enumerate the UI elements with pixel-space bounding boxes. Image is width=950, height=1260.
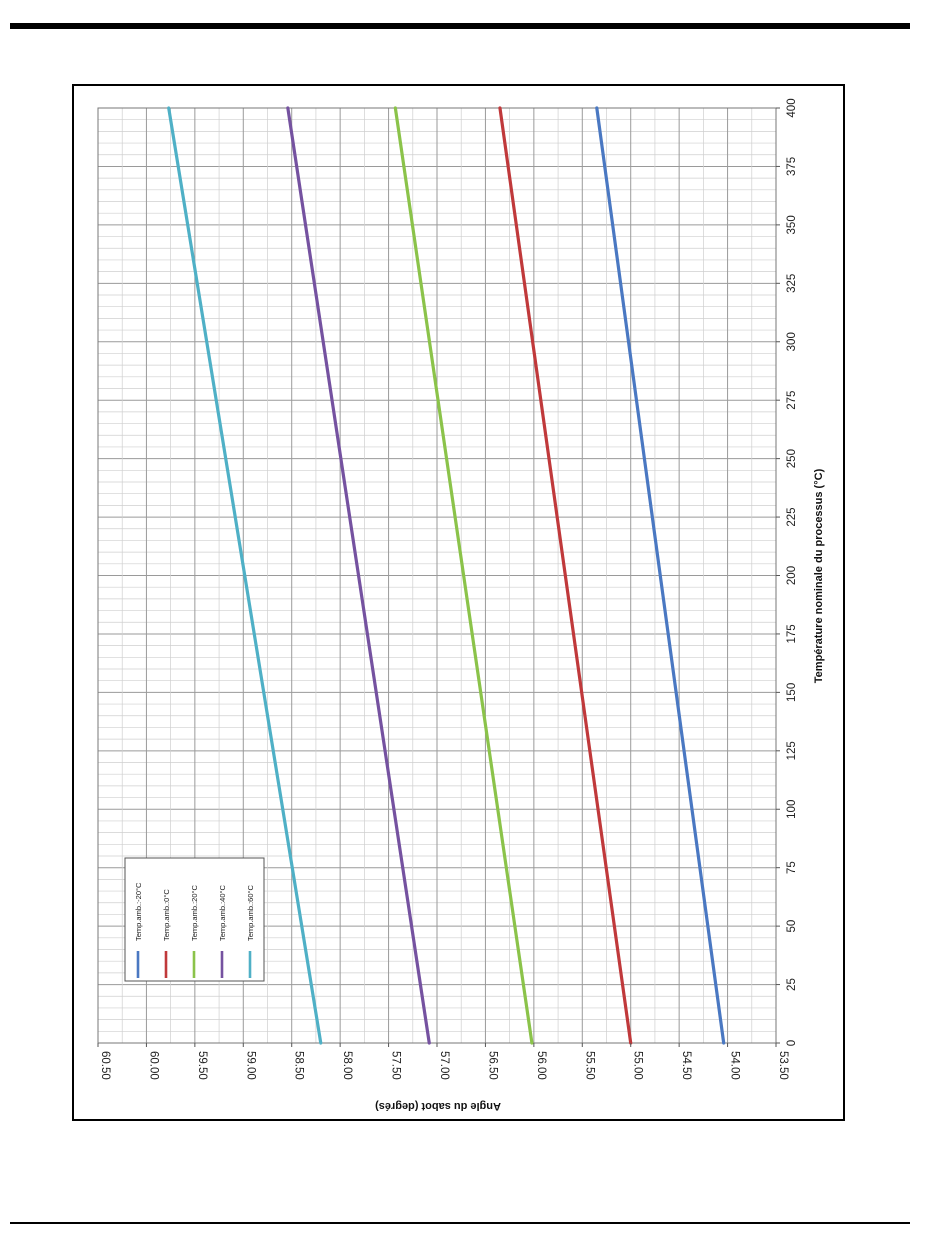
x-tick-label: 250 (786, 449, 798, 468)
x-tick-label: 150 (786, 683, 798, 702)
legend-label-1: Temp.amb.:-20°C (134, 882, 143, 941)
y-tick-label: 60.00 (147, 1051, 159, 1080)
series-line-2 (498, 106, 633, 1045)
legend-label-2: Temp.amb.:0°C (162, 889, 171, 941)
series-line-4 (286, 106, 431, 1045)
y-tick-label: 58.50 (293, 1051, 305, 1080)
y-axis-title: Angle du sabot (degrés) (375, 1100, 501, 1112)
chart-svg: 0 25 50 75 100 125 150 175 200 225 250 275 300 325 350… (97, 98, 825, 1112)
y-tick-label: 55.50 (583, 1051, 595, 1080)
legend: Temp.amb.:-20°C Temp.amb.:0°C Temp.amb.:20… (124, 857, 265, 982)
y-tick-label: 56.50 (486, 1051, 498, 1080)
y-tick-label: 57.50 (390, 1051, 402, 1080)
x-tick-label: 125 (786, 741, 798, 760)
y-tick-label: 53.50 (777, 1051, 789, 1080)
chart-frame: 0 25 50 75 100 125 150 175 200 225 250 275 300 325 350… (72, 84, 845, 1121)
x-axis-title: Température nominale du processus (°C) (813, 468, 825, 683)
x-tick-label: 275 (786, 391, 798, 410)
x-tick-label: 200 (786, 566, 798, 585)
x-tick-label: 100 (786, 800, 798, 819)
y-tick-label: 57.00 (438, 1051, 450, 1080)
y-tick-label: 55.00 (632, 1051, 644, 1080)
series-line-1 (595, 106, 726, 1045)
x-tick-label: 0 (786, 1040, 798, 1046)
bottom-rule (10, 1222, 910, 1224)
x-tick-label: 300 (786, 332, 798, 351)
series-layer (167, 106, 726, 1045)
y-tick-label: 58.00 (341, 1051, 353, 1080)
series-line-3 (393, 106, 534, 1045)
x-tick-label: 175 (786, 624, 798, 643)
legend-label-4: Temp.amb.:40°C (218, 884, 227, 941)
x-tick-label: 75 (786, 861, 798, 874)
legend-label-5: Temp.amb.:60°C (246, 884, 255, 941)
y-tick-label: 60.50 (99, 1051, 111, 1080)
x-tick-label: 350 (786, 215, 798, 234)
y-tick-label: 56.00 (535, 1051, 547, 1080)
x-tick-label: 50 (786, 920, 798, 933)
y-tick-label: 54.50 (680, 1051, 692, 1080)
legend-label-3: Temp.amb.:20°C (190, 884, 199, 941)
x-tick-label: 25 (786, 978, 798, 991)
x-tick-label: 400 (786, 98, 798, 117)
x-tick-labels: 0 25 50 75 100 125 150 175 200 225 250 275 300 325 350… (776, 98, 798, 1046)
y-tick-label: 59.00 (244, 1051, 256, 1080)
y-tick-label: 59.50 (196, 1051, 208, 1080)
x-tick-label: 375 (786, 157, 798, 176)
series-line-5 (167, 106, 323, 1045)
y-tick-label: 54.00 (729, 1051, 741, 1080)
x-tick-label: 225 (786, 507, 798, 526)
x-tick-label: 325 (786, 274, 798, 293)
y-tick-labels: 53.50 54.00 54.50 55.00 55.50 56.00 56.50 57.00… (97, 1043, 789, 1080)
top-rule (10, 23, 910, 29)
